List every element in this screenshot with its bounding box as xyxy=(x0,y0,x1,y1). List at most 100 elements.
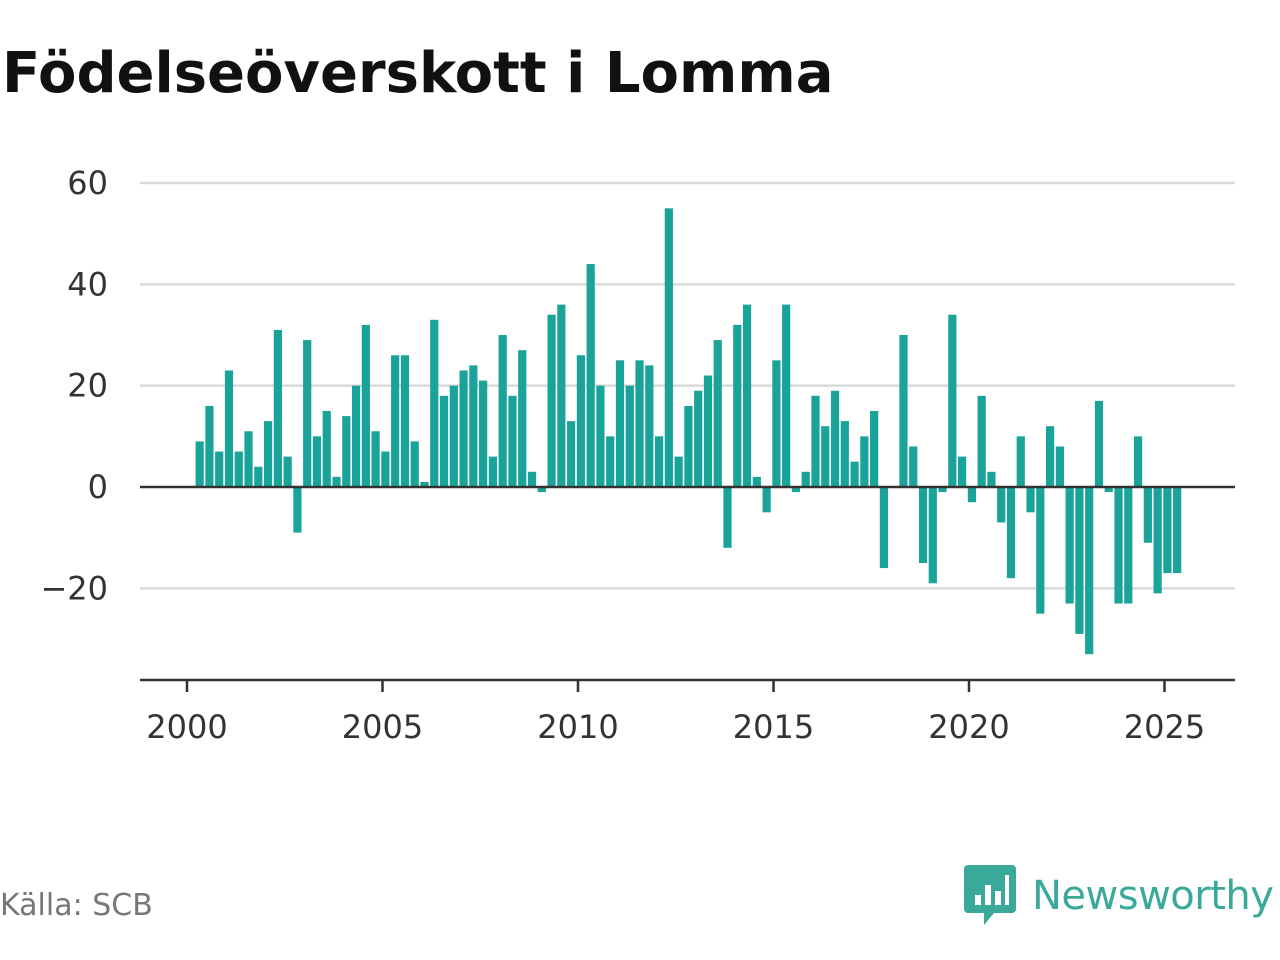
y-tick-label: 60 xyxy=(67,164,108,202)
bar xyxy=(625,385,634,487)
bar xyxy=(928,487,937,584)
bar xyxy=(635,360,644,487)
bar xyxy=(1153,487,1162,594)
bar xyxy=(430,319,439,487)
bar xyxy=(293,487,302,533)
bar xyxy=(381,451,390,487)
bar xyxy=(498,335,507,487)
bar xyxy=(860,436,869,487)
bar xyxy=(1016,436,1025,487)
bar xyxy=(322,411,331,487)
y-tick-label: 0 xyxy=(88,468,108,506)
x-tick-label: 2015 xyxy=(733,708,814,746)
bar xyxy=(654,436,664,487)
bar xyxy=(557,304,566,487)
bar xyxy=(1036,487,1045,614)
bar xyxy=(283,456,292,487)
bar xyxy=(1163,487,1172,574)
bar xyxy=(342,416,351,487)
gridlines xyxy=(140,181,1235,590)
bar xyxy=(576,355,585,487)
bar xyxy=(371,431,380,487)
bar xyxy=(459,370,468,487)
bar xyxy=(948,314,957,487)
bar xyxy=(879,487,889,569)
bar xyxy=(527,471,537,487)
bar xyxy=(703,375,713,487)
bar xyxy=(391,355,400,487)
bar xyxy=(645,365,654,487)
x-tick-label: 2025 xyxy=(1124,708,1205,746)
bar xyxy=(215,451,224,487)
bar xyxy=(1055,446,1064,487)
bar xyxy=(1075,487,1084,634)
bar xyxy=(469,365,478,487)
bar xyxy=(567,421,576,487)
bar xyxy=(195,441,204,487)
bar xyxy=(752,476,761,487)
bar xyxy=(742,304,752,487)
x-axis-labels: 2000 2005 2010 2015 2020 2025 xyxy=(146,708,1205,746)
bar xyxy=(772,360,781,487)
bar xyxy=(801,471,810,487)
bar xyxy=(918,487,928,563)
x-tick-label: 2005 xyxy=(342,708,423,746)
bar xyxy=(1173,487,1182,574)
bar xyxy=(361,324,370,487)
bar xyxy=(1124,487,1133,604)
bar xyxy=(938,487,947,493)
y-tick-label: 20 xyxy=(67,367,108,405)
y-axis-labels: 60 40 20 0 −20 xyxy=(40,164,108,607)
bar xyxy=(782,304,791,487)
bar xyxy=(224,370,234,487)
bar xyxy=(987,471,996,487)
x-tick-label: 2000 xyxy=(146,708,227,746)
bar xyxy=(733,324,742,487)
bar xyxy=(400,355,410,487)
bar xyxy=(586,264,595,487)
bar xyxy=(1104,487,1113,493)
bar xyxy=(410,441,419,487)
bar xyxy=(449,385,458,487)
bar xyxy=(205,405,214,487)
bar xyxy=(811,395,820,487)
bar xyxy=(723,487,732,548)
logo-text: Newsworthy xyxy=(1032,873,1274,919)
bar xyxy=(1065,487,1074,604)
bar xyxy=(1026,487,1035,513)
bar xyxy=(439,395,449,487)
bar xyxy=(791,487,801,493)
bar xyxy=(1133,436,1143,487)
bar xyxy=(479,380,488,487)
bar xyxy=(850,461,859,487)
bar xyxy=(537,487,546,493)
y-tick-label: −20 xyxy=(40,569,108,607)
bar xyxy=(1143,487,1152,543)
bar xyxy=(664,208,673,487)
bar xyxy=(303,340,312,487)
bar xyxy=(821,426,830,487)
bar xyxy=(518,350,527,487)
y-tick-label: 40 xyxy=(67,265,108,303)
bar xyxy=(263,421,273,487)
bar xyxy=(234,451,243,487)
bar xyxy=(840,421,849,487)
axes xyxy=(140,485,1235,692)
bar xyxy=(1085,487,1094,655)
bar xyxy=(684,405,693,487)
bar xyxy=(615,360,625,487)
bar xyxy=(977,395,986,487)
bar xyxy=(547,314,556,487)
bar xyxy=(1094,400,1104,487)
bar xyxy=(967,487,976,503)
bar xyxy=(488,456,498,487)
bar xyxy=(312,436,322,487)
bar xyxy=(420,481,429,487)
bar xyxy=(596,385,605,487)
bar xyxy=(958,456,967,487)
bar xyxy=(332,476,341,487)
bar xyxy=(830,390,840,487)
bar xyxy=(899,335,908,487)
newsworthy-logo: Newsworthy xyxy=(964,864,1274,928)
